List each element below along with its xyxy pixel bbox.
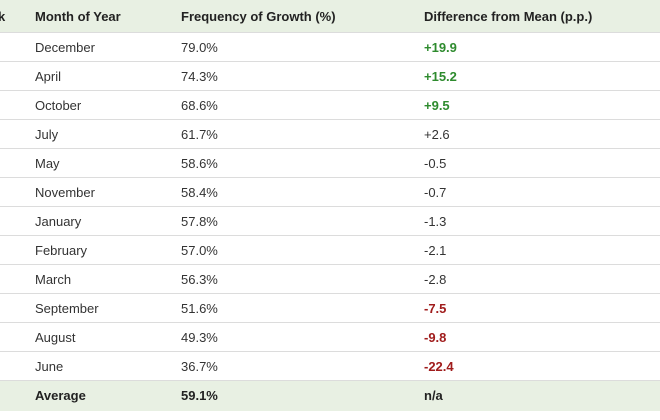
row-difference: -1.3 [424,214,447,229]
row-month: March [35,272,72,287]
row-difference: -0.5 [424,156,447,171]
row-frequency: 58.4% [181,185,218,200]
column-header-month: Month of Year [35,9,121,24]
row-month: December [35,40,95,55]
table-row: 0 September 51.6% -7.5 [0,294,660,323]
row-frequency: 36.7% [181,359,218,374]
footer-frequency: 59.1% [181,388,218,403]
row-difference: -2.1 [424,243,447,258]
row-rank: 1 [0,323,24,352]
row-month: January [35,214,82,229]
row-rank: 0 [0,294,24,323]
table-row: December 79.0% +19.9 [0,33,660,62]
table-header-row: nk Month of Year Frequency of Growth (%)… [0,0,660,33]
row-rank [0,120,24,149]
row-frequency: 51.6% [181,301,218,316]
row-month: August [35,330,76,345]
row-rank [0,236,24,265]
row-month: May [35,156,60,171]
row-month: July [35,127,59,142]
row-rank [0,265,24,294]
table-footer-row: Average 59.1% n/a [0,381,660,411]
row-difference: -9.8 [424,330,447,345]
table-row: 1 August 49.3% -9.8 [0,323,660,352]
table-row: April 74.3% +15.2 [0,62,660,91]
row-frequency: 79.0% [181,40,218,55]
row-frequency: 68.6% [181,98,218,113]
row-month: February [35,243,88,258]
row-month: September [35,301,99,316]
table-row: January 57.8% -1.3 [0,207,660,236]
row-difference: +9.5 [424,98,450,113]
table-row: July 61.7% +2.6 [0,120,660,149]
row-month: April [35,69,62,84]
row-rank [0,91,24,120]
row-rank [0,149,24,178]
row-frequency: 74.3% [181,69,218,84]
row-difference: +15.2 [424,69,457,84]
row-difference: -0.7 [424,185,447,200]
footer-month: Average [35,388,86,403]
column-header-frequency: Frequency of Growth (%) [181,9,336,24]
row-difference: -22.4 [424,359,454,374]
row-rank: 2 [0,352,24,381]
column-header-difference: Difference from Mean (p.p.) [424,9,593,24]
table-row: November 58.4% -0.7 [0,178,660,207]
row-frequency: 49.3% [181,330,218,345]
row-rank [0,33,24,62]
table-row: February 57.0% -2.1 [0,236,660,265]
footer-rank [0,381,24,411]
table-row: May 58.6% -0.5 [0,149,660,178]
row-difference: -7.5 [424,301,447,316]
table-row: October 68.6% +9.5 [0,91,660,120]
row-month: November [35,185,95,200]
row-month: October [35,98,82,113]
row-frequency: 57.8% [181,214,218,229]
footer-difference: n/a [424,388,443,403]
row-difference: +2.6 [424,127,450,142]
row-rank [0,207,24,236]
row-rank [0,62,24,91]
row-rank [0,178,24,207]
row-difference: +19.9 [424,40,457,55]
row-frequency: 57.0% [181,243,218,258]
row-month: June [35,359,64,374]
row-frequency: 56.3% [181,272,218,287]
column-header-rank: nk [0,9,6,24]
row-frequency: 61.7% [181,127,218,142]
table-row: March 56.3% -2.8 [0,265,660,294]
table-row: 2 June 36.7% -22.4 [0,352,660,381]
row-difference: -2.8 [424,272,447,287]
row-frequency: 58.6% [181,156,218,171]
